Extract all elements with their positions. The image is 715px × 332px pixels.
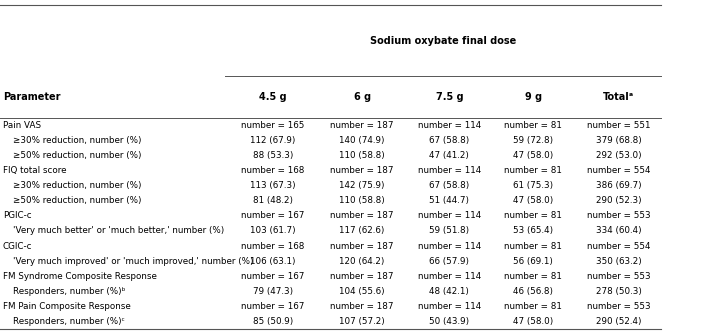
Text: number = 81: number = 81 <box>505 302 562 311</box>
Text: number = 554: number = 554 <box>587 166 650 175</box>
Text: 334 (60.4): 334 (60.4) <box>596 226 641 235</box>
Text: 59 (51.8): 59 (51.8) <box>429 226 470 235</box>
Text: 104 (55.6): 104 (55.6) <box>340 287 385 295</box>
Text: 81 (48.2): 81 (48.2) <box>253 197 292 206</box>
Text: number = 187: number = 187 <box>330 302 394 311</box>
Text: number = 114: number = 114 <box>418 272 481 281</box>
Text: 6 g: 6 g <box>354 92 370 102</box>
Text: 7.5 g: 7.5 g <box>435 92 463 102</box>
Text: 107 (57.2): 107 (57.2) <box>340 317 385 326</box>
Text: FM Pain Composite Response: FM Pain Composite Response <box>3 302 131 311</box>
Text: 110 (58.8): 110 (58.8) <box>340 197 385 206</box>
Text: Sodium oxybate final dose: Sodium oxybate final dose <box>370 36 516 45</box>
Text: number = 114: number = 114 <box>418 302 481 311</box>
Text: number = 553: number = 553 <box>587 211 650 220</box>
Text: number = 114: number = 114 <box>418 211 481 220</box>
Text: FM Syndrome Composite Response: FM Syndrome Composite Response <box>3 272 157 281</box>
Text: number = 554: number = 554 <box>587 241 650 251</box>
Text: 53 (65.4): 53 (65.4) <box>513 226 553 235</box>
Text: Totalᵃ: Totalᵃ <box>603 92 634 102</box>
Text: number = 167: number = 167 <box>241 302 305 311</box>
Text: 290 (52.4): 290 (52.4) <box>596 317 641 326</box>
Text: 292 (53.0): 292 (53.0) <box>596 151 641 160</box>
Text: number = 551: number = 551 <box>587 121 650 130</box>
Text: 46 (56.8): 46 (56.8) <box>513 287 553 295</box>
Text: number = 168: number = 168 <box>241 241 305 251</box>
Text: FIQ total score: FIQ total score <box>3 166 66 175</box>
Text: 386 (69.7): 386 (69.7) <box>596 181 641 191</box>
Text: ≥30% reduction, number (%): ≥30% reduction, number (%) <box>13 181 142 191</box>
Text: 50 (43.9): 50 (43.9) <box>429 317 470 326</box>
Text: 379 (68.8): 379 (68.8) <box>596 136 641 145</box>
Text: 48 (42.1): 48 (42.1) <box>430 287 469 295</box>
Text: 290 (52.3): 290 (52.3) <box>596 197 641 206</box>
Text: number = 114: number = 114 <box>418 241 481 251</box>
Text: 47 (58.0): 47 (58.0) <box>513 151 553 160</box>
Text: number = 553: number = 553 <box>587 272 650 281</box>
Text: 51 (44.7): 51 (44.7) <box>430 197 469 206</box>
Text: 47 (58.0): 47 (58.0) <box>513 317 553 326</box>
Text: number = 187: number = 187 <box>330 166 394 175</box>
Text: number = 187: number = 187 <box>330 211 394 220</box>
Text: 66 (57.9): 66 (57.9) <box>430 257 469 266</box>
Text: 47 (41.2): 47 (41.2) <box>430 151 469 160</box>
Text: 110 (58.8): 110 (58.8) <box>340 151 385 160</box>
Text: number = 81: number = 81 <box>505 211 562 220</box>
Text: 112 (67.9): 112 (67.9) <box>250 136 295 145</box>
Text: ≥30% reduction, number (%): ≥30% reduction, number (%) <box>13 136 142 145</box>
Text: Pain VAS: Pain VAS <box>3 121 41 130</box>
Text: 142 (75.9): 142 (75.9) <box>340 181 385 191</box>
Text: 278 (50.3): 278 (50.3) <box>596 287 641 295</box>
Text: Parameter: Parameter <box>3 92 60 102</box>
Text: 88 (53.3): 88 (53.3) <box>252 151 293 160</box>
Text: number = 167: number = 167 <box>241 272 305 281</box>
Text: 140 (74.9): 140 (74.9) <box>340 136 385 145</box>
Text: 59 (72.8): 59 (72.8) <box>513 136 553 145</box>
Text: 113 (67.3): 113 (67.3) <box>250 181 295 191</box>
Text: number = 81: number = 81 <box>505 241 562 251</box>
Text: 117 (62.6): 117 (62.6) <box>340 226 385 235</box>
Text: number = 114: number = 114 <box>418 121 481 130</box>
Text: number = 187: number = 187 <box>330 241 394 251</box>
Text: number = 81: number = 81 <box>505 272 562 281</box>
Text: 106 (63.1): 106 (63.1) <box>250 257 295 266</box>
Text: 67 (58.8): 67 (58.8) <box>429 136 470 145</box>
Text: 350 (63.2): 350 (63.2) <box>596 257 641 266</box>
Text: number = 114: number = 114 <box>418 166 481 175</box>
Text: 103 (61.7): 103 (61.7) <box>250 226 295 235</box>
Text: number = 168: number = 168 <box>241 166 305 175</box>
Text: ≥50% reduction, number (%): ≥50% reduction, number (%) <box>13 197 142 206</box>
Text: 'Very much improved' or 'much improved,' number (%): 'Very much improved' or 'much improved,'… <box>13 257 253 266</box>
Text: 67 (58.8): 67 (58.8) <box>429 181 470 191</box>
Text: 61 (75.3): 61 (75.3) <box>513 181 553 191</box>
Text: number = 187: number = 187 <box>330 272 394 281</box>
Text: 120 (64.2): 120 (64.2) <box>340 257 385 266</box>
Text: number = 81: number = 81 <box>505 121 562 130</box>
Text: 4.5 g: 4.5 g <box>259 92 287 102</box>
Text: 79 (47.3): 79 (47.3) <box>252 287 293 295</box>
Text: number = 81: number = 81 <box>505 166 562 175</box>
Text: 85 (50.9): 85 (50.9) <box>252 317 293 326</box>
Text: number = 553: number = 553 <box>587 302 650 311</box>
Text: Responders, number (%)ᵇ: Responders, number (%)ᵇ <box>13 287 125 295</box>
Text: number = 187: number = 187 <box>330 121 394 130</box>
Text: number = 165: number = 165 <box>241 121 305 130</box>
Text: 47 (58.0): 47 (58.0) <box>513 197 553 206</box>
Text: Responders, number (%)ᶜ: Responders, number (%)ᶜ <box>13 317 124 326</box>
Text: CGIC-c: CGIC-c <box>3 241 32 251</box>
Text: ≥50% reduction, number (%): ≥50% reduction, number (%) <box>13 151 142 160</box>
Text: number = 167: number = 167 <box>241 211 305 220</box>
Text: PGIC-c: PGIC-c <box>3 211 31 220</box>
Text: 56 (69.1): 56 (69.1) <box>513 257 553 266</box>
Text: 9 g: 9 g <box>525 92 542 102</box>
Text: 'Very much better' or 'much better,' number (%): 'Very much better' or 'much better,' num… <box>13 226 224 235</box>
